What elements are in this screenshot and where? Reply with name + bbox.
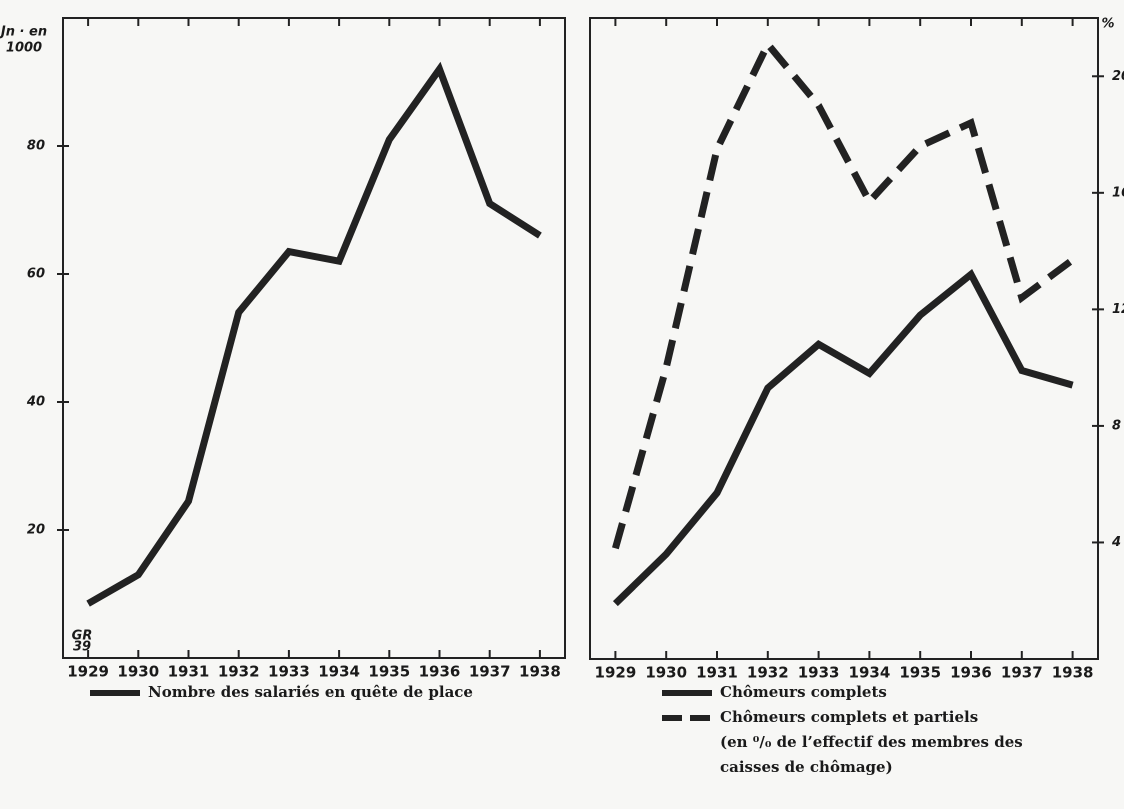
- y-tick-label: 60: [27, 267, 45, 282]
- y-tick-label: 80: [27, 139, 45, 154]
- plot-frame: [62, 17, 566, 659]
- x-tick-label: 1937: [469, 663, 511, 681]
- y-axis-label: %: [1101, 17, 1114, 32]
- y-axis-label: 1000: [6, 41, 42, 56]
- y-tick-label: 20: [27, 523, 45, 538]
- x-tick-label: 1929: [595, 664, 637, 682]
- y-tick-label: 20: [1112, 69, 1124, 84]
- y-axis-label: Jn · en: [0, 25, 47, 40]
- x-tick-label: 1932: [218, 663, 260, 681]
- x-tick-label: 1935: [368, 663, 410, 681]
- x-tick-label: 1935: [899, 664, 941, 682]
- legend-label: Nombre des salariés en quête de place: [148, 683, 473, 701]
- x-tick-label: 1932: [747, 664, 789, 682]
- x-tick-label: 1933: [798, 664, 840, 682]
- annotation: GR: [72, 629, 93, 644]
- data-line: [612, 37, 1075, 550]
- x-tick-label: 1931: [168, 663, 210, 681]
- plot-frame: [589, 17, 1099, 660]
- y-tick-label: 12: [1112, 302, 1124, 317]
- annotation: 39: [73, 640, 91, 655]
- x-tick-label: 1936: [419, 663, 461, 681]
- x-tick-label: 1934: [849, 664, 891, 682]
- legend-note: caisses de chômage): [720, 758, 893, 776]
- data-line: [86, 61, 542, 607]
- legend-label: Chômeurs complets: [720, 683, 887, 701]
- x-tick-label: 1938: [519, 663, 561, 681]
- y-tick-label: 8: [1112, 418, 1121, 433]
- data-line: [612, 269, 1074, 607]
- legend-label: Chômeurs complets et partiels: [720, 708, 978, 726]
- x-tick-label: 1931: [696, 664, 738, 682]
- y-tick-label: 4: [1111, 535, 1121, 550]
- legend-note: (en ⁰/₀ de l’effectif des membres des: [720, 733, 1023, 751]
- x-tick-label: 1934: [318, 663, 360, 681]
- x-tick-label: 1929: [67, 663, 109, 681]
- y-tick-label: 16: [1112, 185, 1124, 200]
- x-tick-label: 1937: [1001, 664, 1043, 682]
- y-tick-label: 40: [26, 395, 45, 410]
- x-tick-label: 1933: [268, 663, 310, 681]
- x-tick-label: 1938: [1052, 664, 1094, 682]
- x-tick-label: 1936: [950, 664, 992, 682]
- x-tick-label: 1930: [117, 663, 159, 681]
- x-tick-label: 1930: [645, 664, 687, 682]
